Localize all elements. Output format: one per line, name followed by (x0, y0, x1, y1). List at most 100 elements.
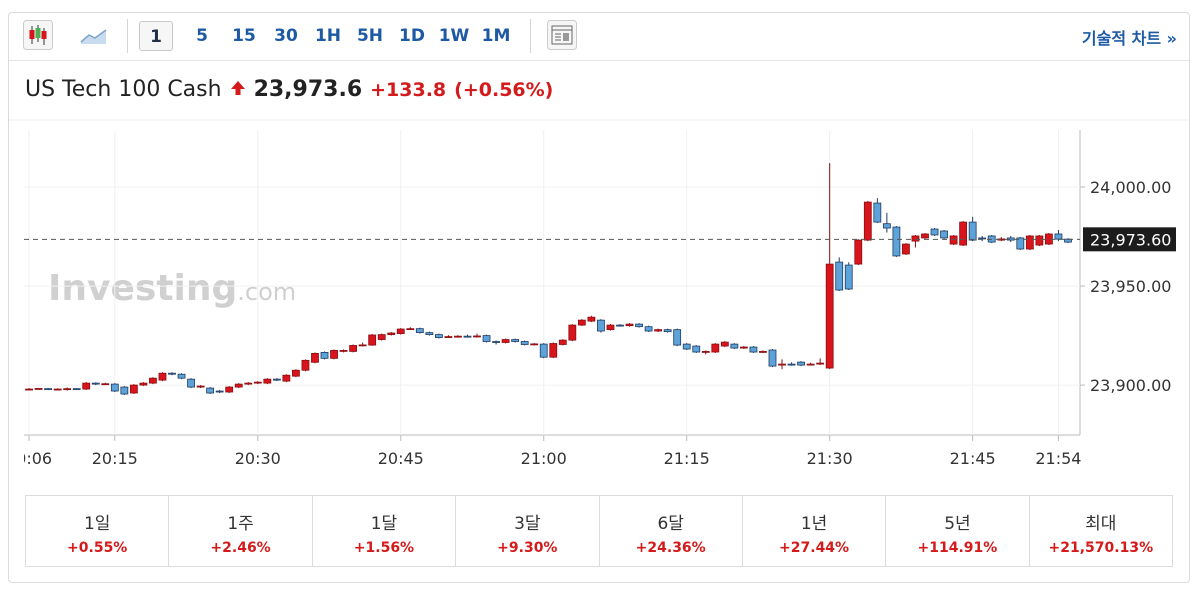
candle-body (816, 362, 825, 365)
candle-body (330, 350, 338, 359)
candle-body (72, 388, 81, 391)
candle-body (778, 363, 786, 366)
candle-body (930, 228, 939, 236)
candle-body (272, 378, 281, 381)
candle-body (139, 382, 148, 386)
candle-body (44, 388, 52, 391)
candle-body (940, 230, 948, 239)
price-change-percent: (+0.56%) (454, 79, 554, 101)
candle-body (720, 341, 729, 347)
performance-cell[interactable]: 1년 +27.44% (741, 496, 885, 566)
candle-body (568, 324, 577, 341)
period-label: 1년 (800, 514, 828, 534)
interval-button[interactable]: 1H (314, 26, 342, 46)
candle-body (511, 339, 520, 342)
candle-body (730, 343, 739, 349)
candle-body (549, 343, 558, 358)
candle-body (377, 334, 386, 340)
up-arrow (230, 81, 245, 95)
price-change: +133.8 (370, 79, 447, 101)
performance-cell[interactable]: 1일 +0.55% (26, 496, 168, 566)
candle-body (701, 351, 710, 353)
separator (530, 19, 531, 53)
candle-body (406, 328, 415, 331)
period-change: +24.36% (635, 540, 706, 556)
candle-body (34, 388, 43, 390)
performance-cell[interactable]: 1달 +1.56% (311, 496, 455, 566)
table-view-button[interactable] (547, 20, 577, 50)
performance-cell[interactable]: 6달 +24.36% (598, 496, 742, 566)
candle-body (177, 373, 186, 379)
interval-button[interactable]: 15 (232, 26, 256, 46)
candle-body (473, 335, 481, 338)
candle-body (1016, 237, 1025, 250)
candle-body (654, 329, 663, 332)
interval-button[interactable]: 5H (356, 26, 384, 46)
candle-body (587, 316, 596, 322)
candle-body (292, 369, 300, 377)
price-label: 23,973.60 (1090, 230, 1171, 249)
separator (127, 19, 128, 53)
candle-body (187, 378, 195, 388)
candle-chart-button[interactable] (23, 20, 53, 50)
performance-cell[interactable]: 최대 +21,570.13% (1028, 496, 1172, 566)
period-label: 1주 (227, 514, 254, 534)
candle-body (425, 332, 434, 335)
area-chart-button[interactable] (79, 20, 109, 50)
last-price: 23,973.6 (253, 77, 363, 102)
candle-body (739, 346, 748, 349)
period-change: +1.56% (353, 540, 415, 556)
candle-body (1035, 235, 1044, 246)
candle-body (577, 319, 586, 326)
y-tick-label: 24,000.00 (1090, 178, 1171, 197)
widget: 1 5 15 30 1H 5H 1D 1W 1M 기술적 차트 » US Tech 100 Ca… (8, 12, 1190, 583)
x-tick-label: 20:15 (92, 449, 138, 468)
candle-body (101, 383, 110, 386)
x-tick-label: 21:45 (950, 449, 996, 468)
candle-body (844, 264, 853, 290)
technical-chart-link[interactable]: 기술적 차트 » (1081, 29, 1177, 48)
period-label: 5년 (944, 514, 971, 534)
candle-body (806, 363, 815, 366)
candle-body (682, 343, 691, 350)
instrument-header: US Tech 100 Cash 23,973.6 +133.8 (+0.56%… (25, 77, 553, 102)
x-tick-label: 21:15 (664, 449, 710, 468)
candle-body (196, 385, 205, 388)
period-change: +21,570.13% (1048, 540, 1154, 556)
performance-table: 1일 +0.55% 1주 +2.46% 1달 +1.56% 3달 +9.30% 6달 +24.36… (25, 495, 1173, 567)
candle-body (892, 226, 901, 257)
candle-body (234, 383, 243, 388)
candle-body (921, 233, 929, 239)
candle-body (1054, 233, 1063, 240)
candle-body (882, 223, 891, 229)
interval-button[interactable]: 1D (399, 26, 425, 46)
candle-body (82, 382, 91, 390)
candle-body (1025, 235, 1034, 250)
candle-body (530, 343, 539, 346)
interval-button[interactable]: 5 (196, 26, 208, 46)
period-change: +2.46% (210, 540, 271, 556)
price-label-bg (1083, 227, 1176, 252)
interval-button[interactable]: 30 (274, 26, 298, 46)
period-change: +0.55% (67, 540, 128, 556)
period-label: 3달 (514, 514, 541, 534)
candle-body (902, 243, 910, 255)
interval-button[interactable]: 1 (139, 21, 173, 51)
candle-body (244, 382, 253, 385)
x-tick-label: 21:30 (807, 449, 853, 468)
candle-body (387, 332, 396, 335)
performance-cell[interactable]: 5년 +114.91% (885, 496, 1028, 566)
candle-body (711, 343, 720, 353)
interval-button[interactable]: 1W (438, 26, 470, 46)
performance-cell[interactable]: 3달 +9.30% (455, 496, 598, 566)
candle-body (797, 361, 805, 366)
candle-body (768, 349, 777, 367)
x-labels: 20:06 20:15 20:30 20:45 21:00 21:15 21:30 21:45… (6, 449, 1081, 468)
plot: Investing.com (24, 130, 1080, 435)
candle-body (206, 387, 215, 394)
performance-cell[interactable]: 1주 +2.46% (168, 496, 311, 566)
interval-button[interactable]: 1M (481, 26, 511, 46)
candle-body (482, 335, 491, 342)
x-tick-label: 20:06 (6, 449, 52, 468)
